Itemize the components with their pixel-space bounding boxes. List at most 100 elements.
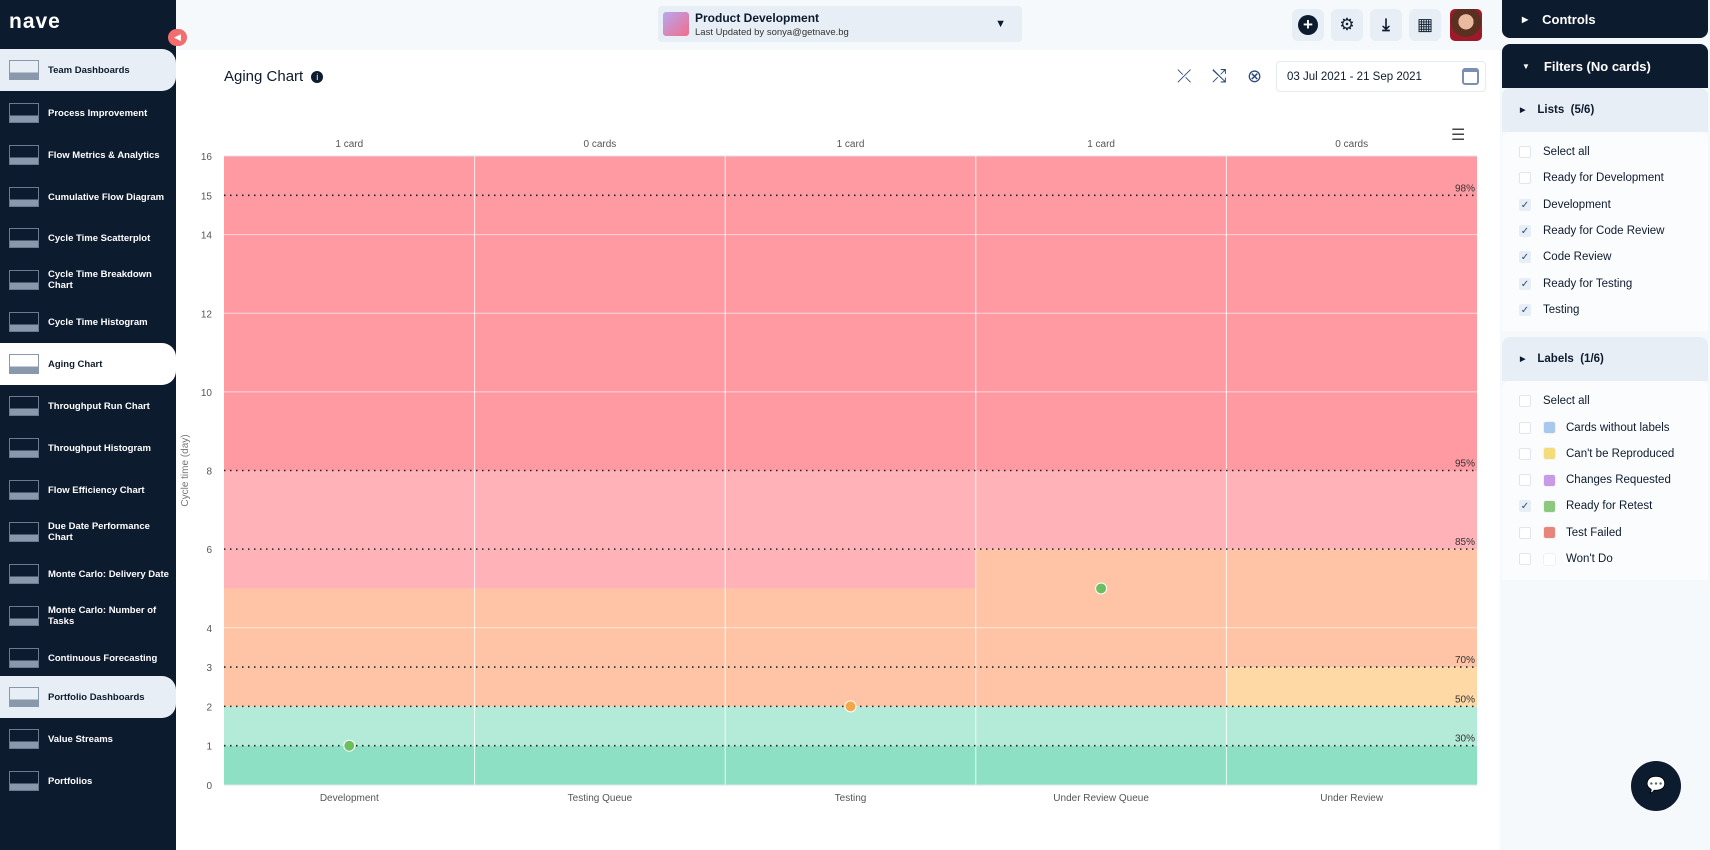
sidebar-item[interactable]: Continuous Forecasting: [0, 637, 176, 679]
sidebar-item[interactable]: Portfolio Dashboards: [0, 676, 176, 718]
filter-option[interactable]: Select all: [1519, 139, 1708, 165]
labels-count: (1/6): [1580, 353, 1604, 366]
checkbox[interactable]: [1519, 526, 1531, 539]
filter-option[interactable]: ✓ Testing: [1519, 297, 1708, 323]
percentile-band: [224, 470, 475, 589]
y-tick-label: 10: [201, 388, 213, 399]
label-color-swatch: [1543, 552, 1556, 566]
card-point[interactable]: [343, 739, 356, 752]
filter-option[interactable]: ✓ Development: [1519, 192, 1708, 218]
sidebar: nave Team Dashboards Process Improvement F…: [0, 0, 176, 850]
calendar-icon[interactable]: [1462, 68, 1479, 85]
checkbox[interactable]: ✓: [1519, 500, 1531, 513]
sidebar-item[interactable]: Process Improvement: [0, 92, 176, 134]
sidebar-item[interactable]: Cycle Time Scatterplot: [0, 217, 176, 259]
y-tick-label: 1: [206, 742, 212, 753]
sidebar-item[interactable]: Cycle Time Breakdown Chart: [0, 259, 176, 301]
filter-option-label: Select all: [1543, 146, 1590, 159]
checkbox[interactable]: [1519, 474, 1531, 487]
y-axis-label: Cycle time (day): [180, 434, 191, 506]
download-button[interactable]: ⤓: [1370, 9, 1402, 41]
filter-option[interactable]: Ready for Development: [1519, 165, 1708, 191]
filter-option[interactable]: ✓ Ready for Retest: [1519, 493, 1708, 519]
sidebar-item[interactable]: Cumulative Flow Diagram: [0, 176, 176, 218]
percentile-label: 70%: [1455, 655, 1475, 666]
filter-option[interactable]: ✓ Code Review: [1519, 244, 1708, 270]
add-button[interactable]: +: [1292, 9, 1324, 41]
controls-toggle[interactable]: ▶ Controls: [1502, 0, 1708, 38]
sidebar-item[interactable]: Throughput Histogram: [0, 427, 176, 469]
last-updated: Last Updated by sonya@getnave.bg: [695, 26, 849, 38]
filter-option[interactable]: Won't Do: [1519, 546, 1708, 572]
board-selector[interactable]: Product Development Last Updated by sony…: [658, 6, 1022, 42]
no-filter-icon[interactable]: ⊗: [1247, 66, 1263, 86]
checkbox[interactable]: ✓: [1519, 277, 1531, 290]
board-name: Product Development: [695, 10, 820, 25]
card-point[interactable]: [844, 700, 857, 713]
percentile-band: [474, 588, 726, 707]
chart-thumbnail-icon: [9, 648, 39, 668]
sidebar-item[interactable]: Portfolios: [0, 760, 176, 802]
label-color-swatch: [1543, 499, 1556, 513]
lists-title: Lists: [1537, 104, 1565, 116]
filters-toggle[interactable]: ▼ Filters (No cards): [1502, 44, 1708, 88]
filter-option-label: Development: [1543, 198, 1611, 211]
trend-line-icon[interactable]: ⤫: [1177, 66, 1192, 86]
avatar[interactable]: [1450, 9, 1482, 41]
filter-option[interactable]: Select all: [1519, 388, 1708, 414]
dashboard-layout-icon: ▦: [1416, 15, 1434, 34]
nave-logo[interactable]: nave: [9, 10, 61, 33]
collapse-sidebar-button[interactable]: ◀: [168, 29, 187, 46]
checkbox[interactable]: ✓: [1519, 198, 1531, 211]
hide-trend-icon[interactable]: ⤭: [1212, 66, 1227, 86]
sidebar-item[interactable]: Throughput Run Chart: [0, 385, 176, 427]
sidebar-item[interactable]: Monte Carlo: Delivery Date: [0, 553, 176, 595]
filter-option[interactable]: ✓ Ready for Testing: [1519, 270, 1708, 296]
percentile-band: [725, 588, 976, 707]
chart-thumbnail-icon: [9, 103, 39, 123]
chart-menu-icon[interactable]: ☰: [1451, 127, 1466, 144]
labels-toggle[interactable]: ▶ Labels (1/6): [1502, 337, 1708, 382]
filter-option[interactable]: Cards without labels: [1519, 414, 1708, 440]
gear-icon: ⚙: [1339, 15, 1355, 34]
checkbox[interactable]: [1519, 395, 1531, 408]
filter-option[interactable]: Test Failed: [1519, 520, 1708, 546]
chat-button[interactable]: 💬: [1631, 761, 1681, 811]
chevron-down-icon: ▼: [995, 18, 1006, 30]
info-icon[interactable]: i: [311, 71, 324, 83]
card-point[interactable]: [1095, 582, 1108, 595]
percentile-band: [975, 470, 1227, 550]
percentile-label: 85%: [1455, 537, 1475, 548]
chart-thumbnail-icon: [9, 187, 39, 207]
checkbox[interactable]: ✓: [1519, 303, 1531, 316]
checkbox[interactable]: ✓: [1519, 225, 1531, 238]
percentile-band: [725, 745, 976, 785]
checkbox[interactable]: [1519, 172, 1531, 185]
lists-toggle[interactable]: ▶ Lists (5/6): [1502, 88, 1708, 132]
card-count-label: 1 card: [1087, 139, 1115, 150]
layout-button[interactable]: ▦: [1409, 9, 1441, 41]
percentile-band: [975, 745, 1227, 785]
chart-thumbnail-icon: [9, 480, 39, 500]
filter-option[interactable]: Changes Requested: [1519, 467, 1708, 493]
checkbox[interactable]: [1519, 447, 1531, 460]
sidebar-item[interactable]: Flow Metrics & Analytics: [0, 134, 176, 176]
date-range-text: 03 Jul 2021 - 21 Sep 2021: [1287, 71, 1422, 83]
sidebar-item[interactable]: Due Date Performance Chart: [0, 511, 176, 553]
date-range-picker[interactable]: 03 Jul 2021 - 21 Sep 2021: [1276, 61, 1486, 92]
sidebar-item-label: Aging Chart: [48, 358, 103, 370]
checkbox[interactable]: ✓: [1519, 251, 1531, 264]
percentile-label: 95%: [1455, 459, 1475, 470]
filter-option[interactable]: ✓ Ready for Code Review: [1519, 218, 1708, 244]
sidebar-item[interactable]: Flow Efficiency Chart: [0, 469, 176, 511]
sidebar-item[interactable]: Cycle Time Histogram: [0, 301, 176, 343]
settings-button[interactable]: ⚙: [1331, 9, 1363, 41]
checkbox[interactable]: [1519, 553, 1531, 565]
sidebar-item[interactable]: Aging Chart: [0, 343, 176, 385]
filter-option[interactable]: Can't be Reproduced: [1519, 441, 1708, 467]
checkbox[interactable]: [1519, 146, 1531, 159]
sidebar-item[interactable]: Monte Carlo: Number of Tasks: [0, 595, 176, 637]
checkbox[interactable]: [1519, 421, 1531, 434]
sidebar-item[interactable]: Team Dashboards: [0, 49, 176, 91]
sidebar-item[interactable]: Value Streams: [0, 718, 176, 760]
